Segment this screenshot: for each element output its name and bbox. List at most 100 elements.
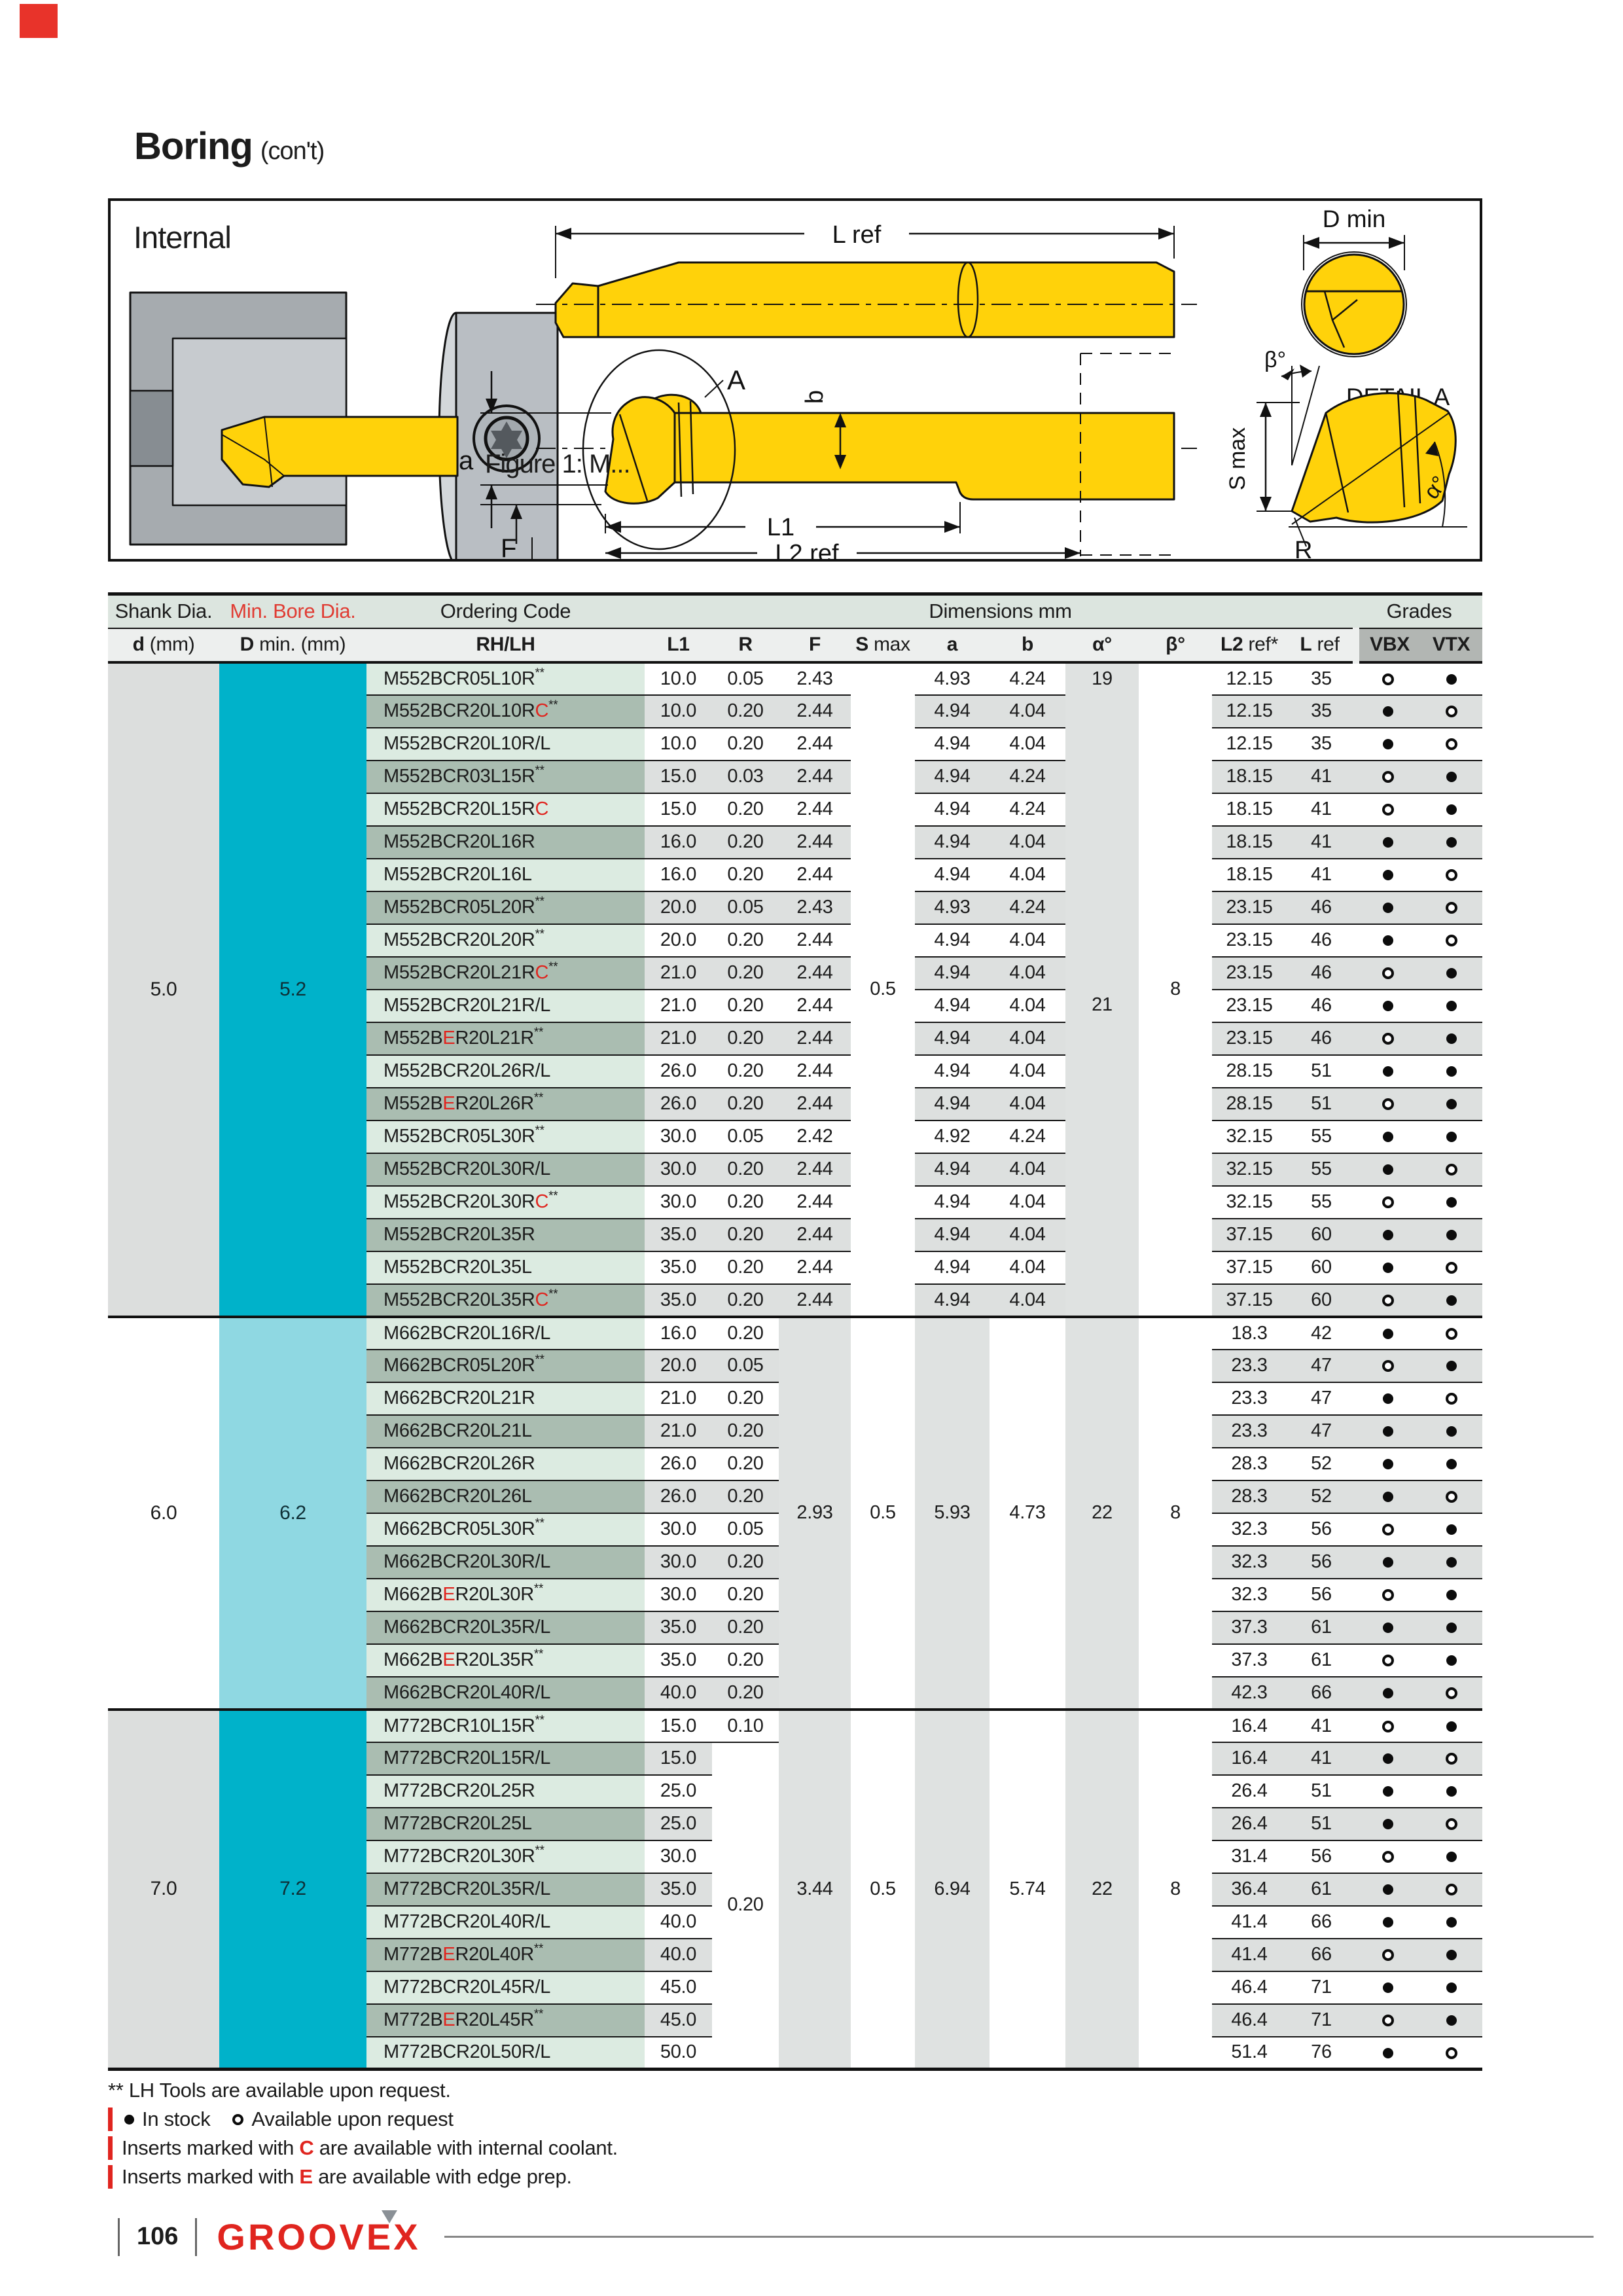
l1-cell: 30.0: [645, 1185, 712, 1219]
a-cell: 4.94: [915, 694, 990, 728]
b-cell: 4.24: [990, 793, 1065, 827]
grade-dot-filled: [1446, 1950, 1457, 1961]
merged-b-cell: 5.74: [990, 1709, 1065, 2070]
table-row: M552BCR20L20R** 20.0 0.20 2.44 4.94 4.04 23.15…: [108, 924, 1483, 958]
table-row: M552BCR20L35R 35.0 0.20 2.44 4.94 4.04 37.15 60: [108, 1218, 1483, 1252]
vtx-cell: [1420, 1643, 1483, 1677]
table-row: M552BCR20L10RC** 10.0 0.20 2.44 4.94 4.04 21 12…: [108, 694, 1483, 1317]
table-row: M662BCR20L26L 26.0 0.20 28.3 52: [108, 1480, 1483, 1514]
vbx-cell: [1356, 760, 1421, 794]
l2-cell: 23.15: [1212, 989, 1287, 1023]
vbx-cell: [1356, 1513, 1421, 1547]
vtx-cell: [1420, 1905, 1483, 1939]
r-cell: 0.20: [712, 1054, 779, 1088]
r-cell: 0.20: [712, 694, 779, 728]
footnote-lh: ** LH Tools are available upon request.: [108, 2079, 451, 2102]
vtx-cell: [1420, 1316, 1483, 1350]
l2-cell: 16.4: [1212, 1709, 1287, 1743]
grade-dot-open: [1382, 2015, 1395, 2027]
f-cell: 2.44: [779, 1218, 851, 1252]
b-cell: 4.24: [990, 662, 1065, 696]
l2-cell: 18.15: [1212, 858, 1287, 892]
vtx-cell: [1420, 1414, 1483, 1448]
table-row: M552BER20L26R** 26.0 0.20 2.44 4.94 4.04 28.15…: [108, 1087, 1483, 1121]
lref-cell: 55: [1287, 1185, 1357, 1219]
vtx-cell: [1420, 760, 1483, 794]
lref-cell: 76: [1287, 2036, 1357, 2070]
grade-dot-open: [1382, 1294, 1395, 1306]
l1-cell: 30.0: [645, 1120, 712, 1154]
grade-dot-filled: [1383, 1164, 1394, 1175]
l2-cell: 23.15: [1212, 891, 1287, 925]
grade-dot-open: [1445, 1753, 1457, 1765]
ordering-code-cell: M662BER20L30R**: [366, 1578, 645, 1612]
r-cell: 0.05: [712, 891, 779, 925]
dim-label-f: F: [501, 534, 516, 559]
b-cell: 4.24: [990, 1120, 1065, 1154]
ordering-code-cell: M552BCR05L30R**: [366, 1120, 645, 1154]
table-row: M662BER20L35R** 35.0 0.20 37.3 61: [108, 1643, 1483, 1677]
lref-cell: 41: [1287, 1742, 1357, 1776]
ordering-code-cell: M552BCR20L26R/L: [366, 1054, 645, 1088]
r-cell: 0.20: [712, 793, 779, 827]
vtx-cell: [1420, 1087, 1483, 1121]
vbx-cell: [1356, 1971, 1421, 2005]
l2-cell: 32.15: [1212, 1153, 1287, 1187]
vtx-cell: [1420, 1971, 1483, 2005]
table-row: M552BCR20L35L 35.0 0.20 2.44 4.94 4.04 37.15 60: [108, 1251, 1483, 1285]
merged-alpha-cell: 22: [1065, 1316, 1139, 1710]
table-row: M662BCR05L20R** 20.0 0.05 23.3 47: [108, 1349, 1483, 1383]
in-stock-dot-icon: [124, 2114, 134, 2125]
figure-heading: Internal: [134, 220, 232, 255]
grade-dot-open: [1445, 1687, 1457, 1699]
grade-dot-open: [1445, 738, 1457, 751]
vtx-cell: [1420, 956, 1483, 990]
ordering-code-cell: M662BCR05L30R**: [366, 1513, 645, 1547]
grade-dot-filled: [1383, 1786, 1394, 1797]
grade-dot-filled: [1383, 739, 1394, 750]
r-cell: 0.20: [712, 1447, 779, 1481]
vbx-cell: [1356, 1676, 1421, 1710]
col-header-ordering: Ordering Code: [366, 594, 645, 629]
grade-dot-filled: [1446, 1295, 1457, 1306]
footer-divider: [195, 2217, 198, 2256]
lref-cell: 61: [1287, 1611, 1357, 1645]
vtx-cell: [1420, 1218, 1483, 1252]
grade-dot-open: [1445, 706, 1457, 718]
l2-cell: 32.15: [1212, 1185, 1287, 1219]
a-cell: 4.94: [915, 760, 990, 794]
grade-dot-filled: [1383, 1492, 1394, 1503]
grade-dot-filled: [1383, 1132, 1394, 1143]
r-cell: 0.20: [712, 1087, 779, 1121]
ordering-code-cell: M552BCR20L10RC**: [366, 694, 645, 728]
vbx-cell: [1356, 1578, 1421, 1612]
l2-cell: 12.15: [1212, 694, 1287, 728]
b-cell: 4.04: [990, 727, 1065, 761]
l2-cell: 23.15: [1212, 1022, 1287, 1056]
table-row: M552BCR05L20R** 20.0 0.05 2.43 4.93 4.24 23.15…: [108, 891, 1483, 925]
ordering-code-cell: M552BCR05L10R**: [366, 662, 645, 696]
l1-cell: 30.0: [645, 1545, 712, 1579]
l2-cell: 12.15: [1212, 727, 1287, 761]
a-cell: 4.94: [915, 1251, 990, 1285]
grade-dot-open: [1382, 1949, 1395, 1962]
vbx-cell: [1356, 1840, 1421, 1874]
f-cell: 2.43: [779, 891, 851, 925]
col-header-d: d (mm): [108, 628, 219, 664]
r-cell: 0.20: [712, 1382, 779, 1416]
b-cell: 4.04: [990, 694, 1065, 728]
grade-dot-filled: [1383, 1426, 1394, 1437]
vbx-cell: [1356, 662, 1421, 696]
dim-label-lref: L ref: [832, 221, 882, 249]
ordering-code-cell: M662BER20L35R**: [366, 1643, 645, 1677]
vbx-cell: [1356, 1742, 1421, 1776]
l2-cell: 23.15: [1212, 956, 1287, 990]
l1-cell: 15.0: [645, 1742, 712, 1776]
merged-r-cell: 0.20: [712, 1742, 779, 2070]
l2-cell: 31.4: [1212, 1840, 1287, 1874]
table-row: M552BER20L21R** 21.0 0.20 2.44 4.94 4.04 23.15…: [108, 1022, 1483, 1056]
grade-dot-filled: [1383, 837, 1394, 848]
table-row: 5.0 5.2 M552BCR05L10R** 10.0 0.05 2.43 0.5 4.93…: [108, 662, 1483, 1317]
table-row: M772BCR20L30R** 30.0 31.4 56: [108, 1840, 1483, 1874]
f-cell: 2.44: [779, 727, 851, 761]
